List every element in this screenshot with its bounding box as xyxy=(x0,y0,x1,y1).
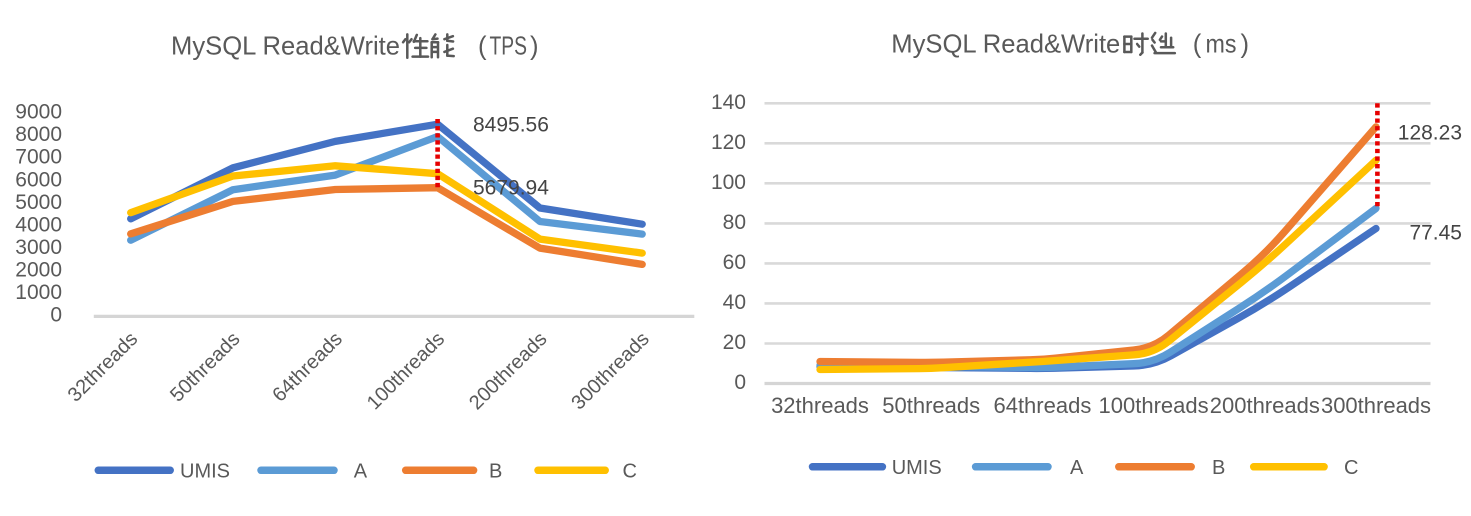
svg-text:C: C xyxy=(1344,457,1358,479)
svg-text:2000: 2000 xyxy=(15,259,62,282)
svg-text:A: A xyxy=(1070,457,1084,479)
svg-text:1000: 1000 xyxy=(15,281,62,304)
svg-text:5000: 5000 xyxy=(15,191,62,214)
svg-text:(: ( xyxy=(478,32,487,60)
svg-text:MySQL Read&Write: MySQL Read&Write xyxy=(891,30,1120,58)
svg-text:(: ( xyxy=(1193,30,1202,58)
svg-text:8000: 8000 xyxy=(15,123,62,146)
svg-text:20: 20 xyxy=(723,331,746,354)
svg-text:3000: 3000 xyxy=(15,236,62,259)
svg-text:0: 0 xyxy=(734,371,746,394)
svg-text:): ) xyxy=(1241,30,1250,58)
svg-text:32threads: 32threads xyxy=(771,393,869,418)
svg-text:60: 60 xyxy=(723,251,746,274)
svg-text:128.23: 128.23 xyxy=(1398,122,1462,145)
svg-text:ms: ms xyxy=(1206,30,1237,58)
svg-text:UMIS: UMIS xyxy=(180,460,230,482)
svg-text:B: B xyxy=(1212,457,1225,479)
svg-text:100threads: 100threads xyxy=(1099,393,1209,418)
svg-text:64threads: 64threads xyxy=(993,393,1091,418)
svg-text:4000: 4000 xyxy=(15,213,62,236)
svg-text:MySQL Read&Write: MySQL Read&Write xyxy=(171,32,400,60)
svg-text:140: 140 xyxy=(711,91,746,114)
svg-text:300threads: 300threads xyxy=(1321,393,1431,418)
svg-text:A: A xyxy=(354,460,368,482)
svg-text:6000: 6000 xyxy=(15,168,62,191)
svg-text:7000: 7000 xyxy=(15,146,62,169)
svg-text:0: 0 xyxy=(50,304,62,327)
svg-text:120: 120 xyxy=(711,131,746,154)
svg-text:9000: 9000 xyxy=(15,101,62,124)
svg-text:200threads: 200threads xyxy=(1210,393,1320,418)
svg-text:80: 80 xyxy=(723,211,746,234)
svg-text:C: C xyxy=(623,460,637,482)
svg-text:): ) xyxy=(530,32,539,60)
svg-text:77.45: 77.45 xyxy=(1409,222,1462,245)
svg-text:8495.56: 8495.56 xyxy=(473,114,549,137)
svg-text:B: B xyxy=(489,460,502,482)
svg-text:TPS: TPS xyxy=(490,32,528,60)
svg-text:50threads: 50threads xyxy=(882,393,980,418)
svg-text:5679.94: 5679.94 xyxy=(473,177,549,200)
svg-text:100: 100 xyxy=(711,171,746,194)
svg-text:UMIS: UMIS xyxy=(892,457,942,479)
svg-text:40: 40 xyxy=(723,291,746,314)
